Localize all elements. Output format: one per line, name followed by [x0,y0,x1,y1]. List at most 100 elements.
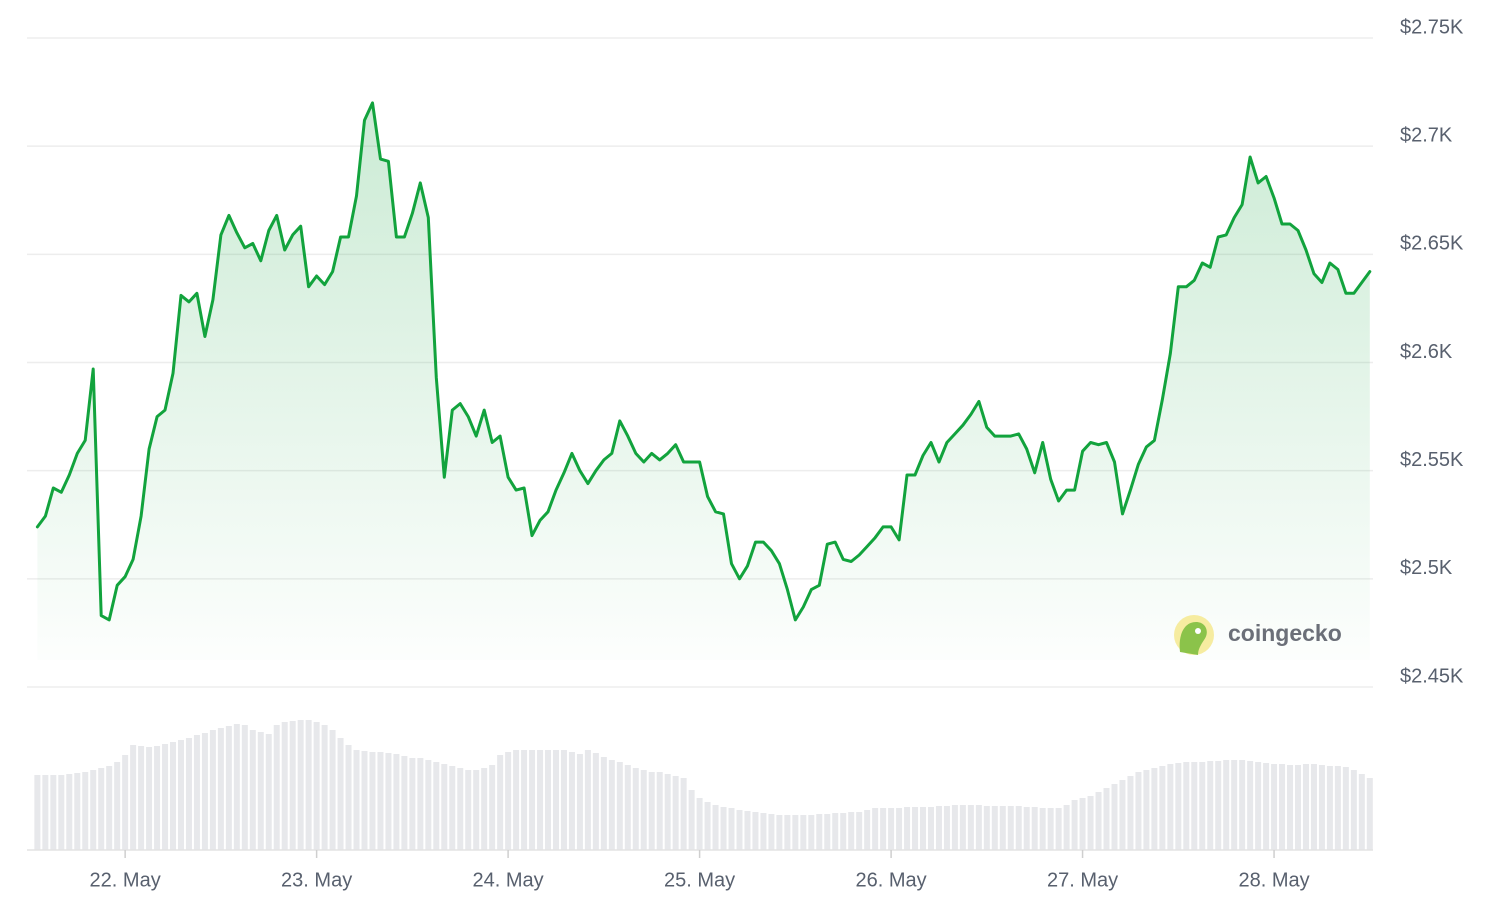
volume-bar [808,815,815,850]
volume-bar [920,807,927,850]
watermark-text: coingecko [1228,620,1342,646]
volume-bar [1279,764,1286,850]
volume-bar [1302,764,1309,850]
volume-bar [465,770,472,850]
volume-bar [345,745,352,850]
volume-bar [1350,770,1357,850]
volume-bar [106,766,113,850]
volume-bar [1143,770,1150,850]
volume-bar [1167,764,1174,850]
volume-bar [656,772,663,850]
volume-bar [672,776,679,850]
volume-bar [305,720,312,850]
volume-bar [449,766,456,850]
volume-bar [289,721,296,850]
volume-bar [1287,765,1294,850]
volume-bar [600,757,607,850]
volume-bar [688,790,695,850]
volume-bar [1215,761,1222,850]
volume-bar [991,806,998,850]
volume-bar [935,806,942,850]
volume-bar [321,725,328,850]
volume-bar [856,812,863,850]
volume-bar [1119,780,1126,850]
volume-bar [880,808,887,850]
volume-bar [999,806,1006,850]
volume-bar [217,728,224,850]
volume-bar [154,746,161,850]
volume-bar [537,750,544,850]
volume-bar [1047,808,1054,850]
volume-bar [624,765,631,850]
volume-bar [457,768,464,850]
volume-bar [616,762,623,850]
volume-bar [201,733,208,850]
volume-bar [1231,760,1238,850]
watermark: coingecko [1174,615,1342,655]
volume-bar [1263,763,1270,850]
volume-bar [864,810,871,850]
volume-bar [983,806,990,850]
volume-bar [1103,788,1110,850]
volume-bar [313,722,320,850]
area [37,102,1370,660]
volume-bar [297,720,304,850]
volume-bar [608,760,615,850]
x-tick-label: 28. May [1238,869,1309,891]
volume-bar [680,778,687,850]
volume-bar [896,808,903,850]
logo-eye [1195,628,1201,634]
volume-bar [736,810,743,850]
volume-bar [951,805,958,850]
volume-bar [584,750,591,850]
y-tick-label: $2.55K [1400,449,1464,471]
volume-bar [441,764,448,850]
volume-bar [58,775,65,850]
volume-bar [545,750,552,850]
volume-bar [888,808,895,850]
volume-bar [50,775,57,850]
x-tick-label: 24. May [473,869,544,891]
y-tick-label: $2.5K [1400,557,1453,579]
volume-bar [648,772,655,850]
volume-bar [848,812,855,850]
volume-bar [1087,796,1094,850]
volume-bar [98,768,105,850]
volume-bar [170,742,177,850]
volume-bar [353,750,360,850]
volume-bar [560,750,567,850]
volume-bar [1127,776,1134,850]
volume-bar [552,750,559,850]
x-tick-label: 23. May [281,869,352,891]
volume-bar [42,775,49,850]
volume-bar [74,773,81,850]
volume-bar [185,738,192,850]
volume-bar [1255,762,1262,850]
volume-bar [177,740,184,850]
volume-bar [744,811,751,850]
volume-bar [592,753,599,850]
volume-bar [409,758,416,850]
volume-bar [417,758,424,850]
volume-bar [433,762,440,850]
volume-bar [1095,792,1102,850]
volume-bar [959,805,966,850]
volume-bar [1063,805,1070,850]
volume-bar [1247,761,1254,850]
volume-bar [816,814,823,850]
x-tick-label: 22. May [90,869,161,891]
volume-bar [146,747,153,850]
volume-bar [728,808,735,850]
volume-bar [1318,765,1325,850]
volume-bar [114,762,121,850]
volume-bar [768,814,775,850]
volume-bar [1366,778,1373,850]
volume-bar [1015,806,1022,850]
volume-bar [130,745,137,850]
volume-bar [927,807,934,850]
volume-bar [122,755,129,850]
volume-bar [241,725,248,850]
volume-bar [329,730,336,850]
volume-bar [1055,808,1062,850]
x-tick-label: 26. May [856,869,927,891]
